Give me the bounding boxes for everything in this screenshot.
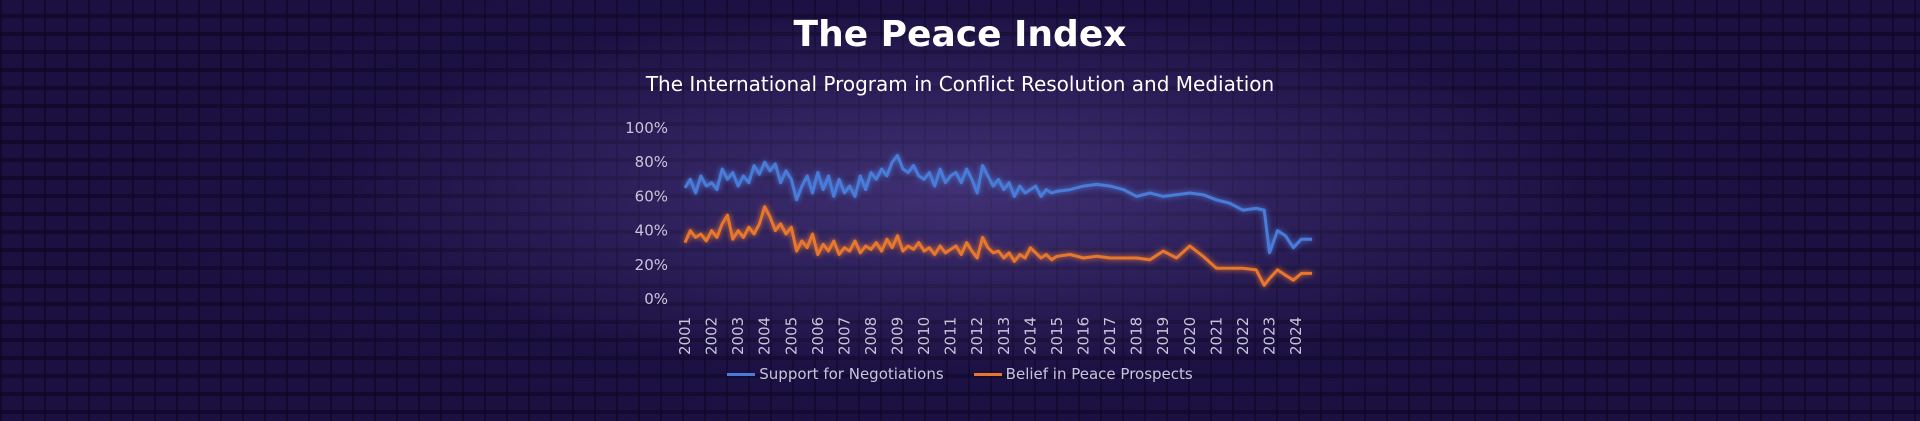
x-tick-label: 2015 bbox=[1048, 317, 1066, 355]
page-subtitle: The International Program in Conflict Re… bbox=[645, 72, 1275, 96]
legend-item-support[interactable]: Support for Negotiations bbox=[727, 365, 944, 383]
page-title: The Peace Index bbox=[793, 14, 1127, 55]
x-tick-label: 2017 bbox=[1101, 317, 1119, 355]
legend-label-support: Support for Negotiations bbox=[759, 365, 944, 383]
x-tick-label: 2002 bbox=[703, 317, 721, 355]
x-tick-label: 2024 bbox=[1287, 317, 1305, 355]
x-tick-label: 2020 bbox=[1181, 317, 1199, 355]
x-tick-label: 2005 bbox=[782, 317, 800, 355]
x-tick-label: 2013 bbox=[995, 317, 1013, 355]
x-tick-label: 2008 bbox=[862, 317, 880, 355]
x-tick-label: 2001 bbox=[676, 317, 694, 355]
x-tick-label: 2022 bbox=[1234, 317, 1252, 355]
y-tick-label: 60% bbox=[635, 187, 668, 205]
x-tick-label: 2012 bbox=[968, 317, 986, 355]
x-tick-label: 2007 bbox=[835, 317, 853, 355]
x-tick-label: 2004 bbox=[756, 317, 774, 355]
x-tick-label: 2016 bbox=[1075, 317, 1093, 355]
x-tick-label: 2014 bbox=[1021, 317, 1039, 355]
legend-swatch-belief bbox=[973, 372, 1002, 376]
legend-label-belief: Belief in Peace Prospects bbox=[1005, 365, 1193, 383]
legend-swatch-support bbox=[727, 372, 756, 376]
series-line-belief-in-peace-prospects bbox=[683, 205, 1312, 287]
x-tick-label: 2010 bbox=[915, 317, 933, 355]
y-tick-label: 40% bbox=[635, 222, 668, 240]
x-tick-label: 2021 bbox=[1207, 317, 1225, 355]
x-tick-label: 2018 bbox=[1128, 317, 1146, 355]
y-tick-label: 80% bbox=[635, 153, 668, 171]
y-tick-label: 20% bbox=[635, 256, 668, 274]
legend-item-belief[interactable]: Belief in Peace Prospects bbox=[973, 365, 1193, 383]
y-axis-ticks: 0% 20% 40% 60% 80% 100% bbox=[625, 119, 668, 308]
x-tick-label: 2023 bbox=[1260, 317, 1278, 355]
x-tick-label: 2011 bbox=[942, 317, 960, 355]
legend: Support for Negotiations Belief in Peace… bbox=[0, 365, 1920, 383]
x-tick-label: 2003 bbox=[729, 317, 747, 355]
y-tick-label: 100% bbox=[625, 119, 668, 137]
x-axis-ticks: 2001 2002 2003 2004 2005 2006 2007 2008 2009 2010… bbox=[676, 317, 1305, 355]
x-tick-label: 2019 bbox=[1154, 317, 1172, 355]
x-tick-label: 2006 bbox=[809, 317, 827, 355]
series-line-support-for-negotiations bbox=[683, 153, 1312, 255]
series-layer bbox=[683, 153, 1312, 287]
y-tick-label: 0% bbox=[644, 290, 668, 308]
x-tick-label: 2009 bbox=[889, 317, 907, 355]
